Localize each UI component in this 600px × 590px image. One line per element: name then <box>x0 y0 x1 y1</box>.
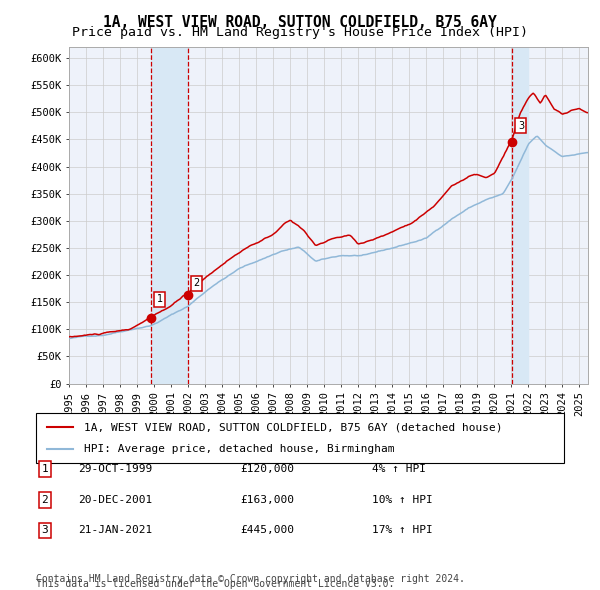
Text: 29-OCT-1999: 29-OCT-1999 <box>78 464 152 474</box>
Text: Contains HM Land Registry data © Crown copyright and database right 2024.: Contains HM Land Registry data © Crown c… <box>36 574 465 584</box>
Text: £163,000: £163,000 <box>240 495 294 504</box>
Text: £445,000: £445,000 <box>240 526 294 535</box>
Text: 3: 3 <box>41 526 49 535</box>
Text: 2: 2 <box>41 495 49 504</box>
Text: 17% ↑ HPI: 17% ↑ HPI <box>372 526 433 535</box>
Text: 2: 2 <box>193 278 199 288</box>
Text: 20-DEC-2001: 20-DEC-2001 <box>78 495 152 504</box>
Text: HPI: Average price, detached house, Birmingham: HPI: Average price, detached house, Birm… <box>83 444 394 454</box>
Text: 1A, WEST VIEW ROAD, SUTTON COLDFIELD, B75 6AY: 1A, WEST VIEW ROAD, SUTTON COLDFIELD, B7… <box>103 15 497 30</box>
FancyBboxPatch shape <box>36 413 564 463</box>
Text: 1: 1 <box>41 464 49 474</box>
Text: This data is licensed under the Open Government Licence v3.0.: This data is licensed under the Open Gov… <box>36 579 394 589</box>
Bar <box>151 47 188 384</box>
Text: 1: 1 <box>157 294 163 304</box>
Text: 3: 3 <box>518 121 524 131</box>
Text: 4% ↑ HPI: 4% ↑ HPI <box>372 464 426 474</box>
Text: 1A, WEST VIEW ROAD, SUTTON COLDFIELD, B75 6AY (detached house): 1A, WEST VIEW ROAD, SUTTON COLDFIELD, B7… <box>83 422 502 432</box>
Text: 10% ↑ HPI: 10% ↑ HPI <box>372 495 433 504</box>
Text: 21-JAN-2021: 21-JAN-2021 <box>78 526 152 535</box>
Text: £120,000: £120,000 <box>240 464 294 474</box>
Text: Price paid vs. HM Land Registry's House Price Index (HPI): Price paid vs. HM Land Registry's House … <box>72 26 528 39</box>
Bar <box>512 47 528 384</box>
